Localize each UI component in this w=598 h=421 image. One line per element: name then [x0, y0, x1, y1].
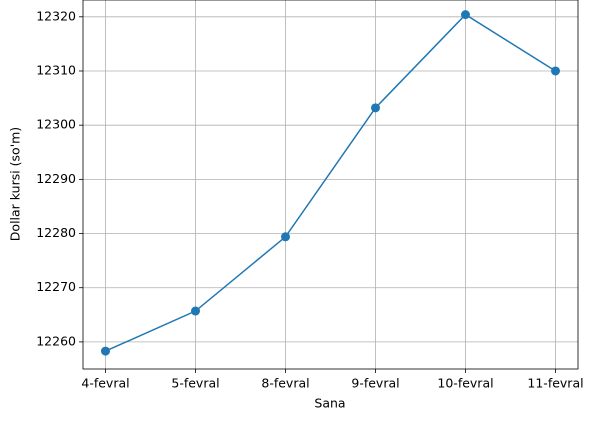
x-tick-label: 4-fevral — [81, 376, 129, 391]
x-tick-label: 11-fevral — [527, 376, 583, 391]
x-tick-label: 9-fevral — [351, 376, 399, 391]
point — [551, 66, 560, 76]
point — [191, 306, 200, 316]
y-tick-label: 12310 — [36, 62, 76, 77]
y-tick-label: 12290 — [36, 171, 76, 186]
y-tick-label: 12280 — [36, 225, 76, 240]
point — [371, 103, 380, 113]
y-tick-label: 12270 — [36, 279, 76, 294]
x-tick-label: 8-fevral — [261, 376, 309, 391]
x-tick-label: 5-fevral — [171, 376, 219, 391]
point — [101, 346, 110, 356]
x-tick-label: 10-fevral — [437, 376, 493, 391]
y-tick-label: 12260 — [36, 333, 76, 348]
plot-frame — [82, 0, 579, 370]
point — [281, 232, 290, 242]
y-tick-label: 12300 — [36, 117, 76, 132]
y-tick-label: 12320 — [36, 8, 76, 23]
x-axis-label: Sana — [314, 396, 345, 411]
point — [461, 10, 470, 20]
series-line — [105, 13, 556, 352]
y-axis-label: Dollar kursi (so'm) — [8, 127, 23, 241]
